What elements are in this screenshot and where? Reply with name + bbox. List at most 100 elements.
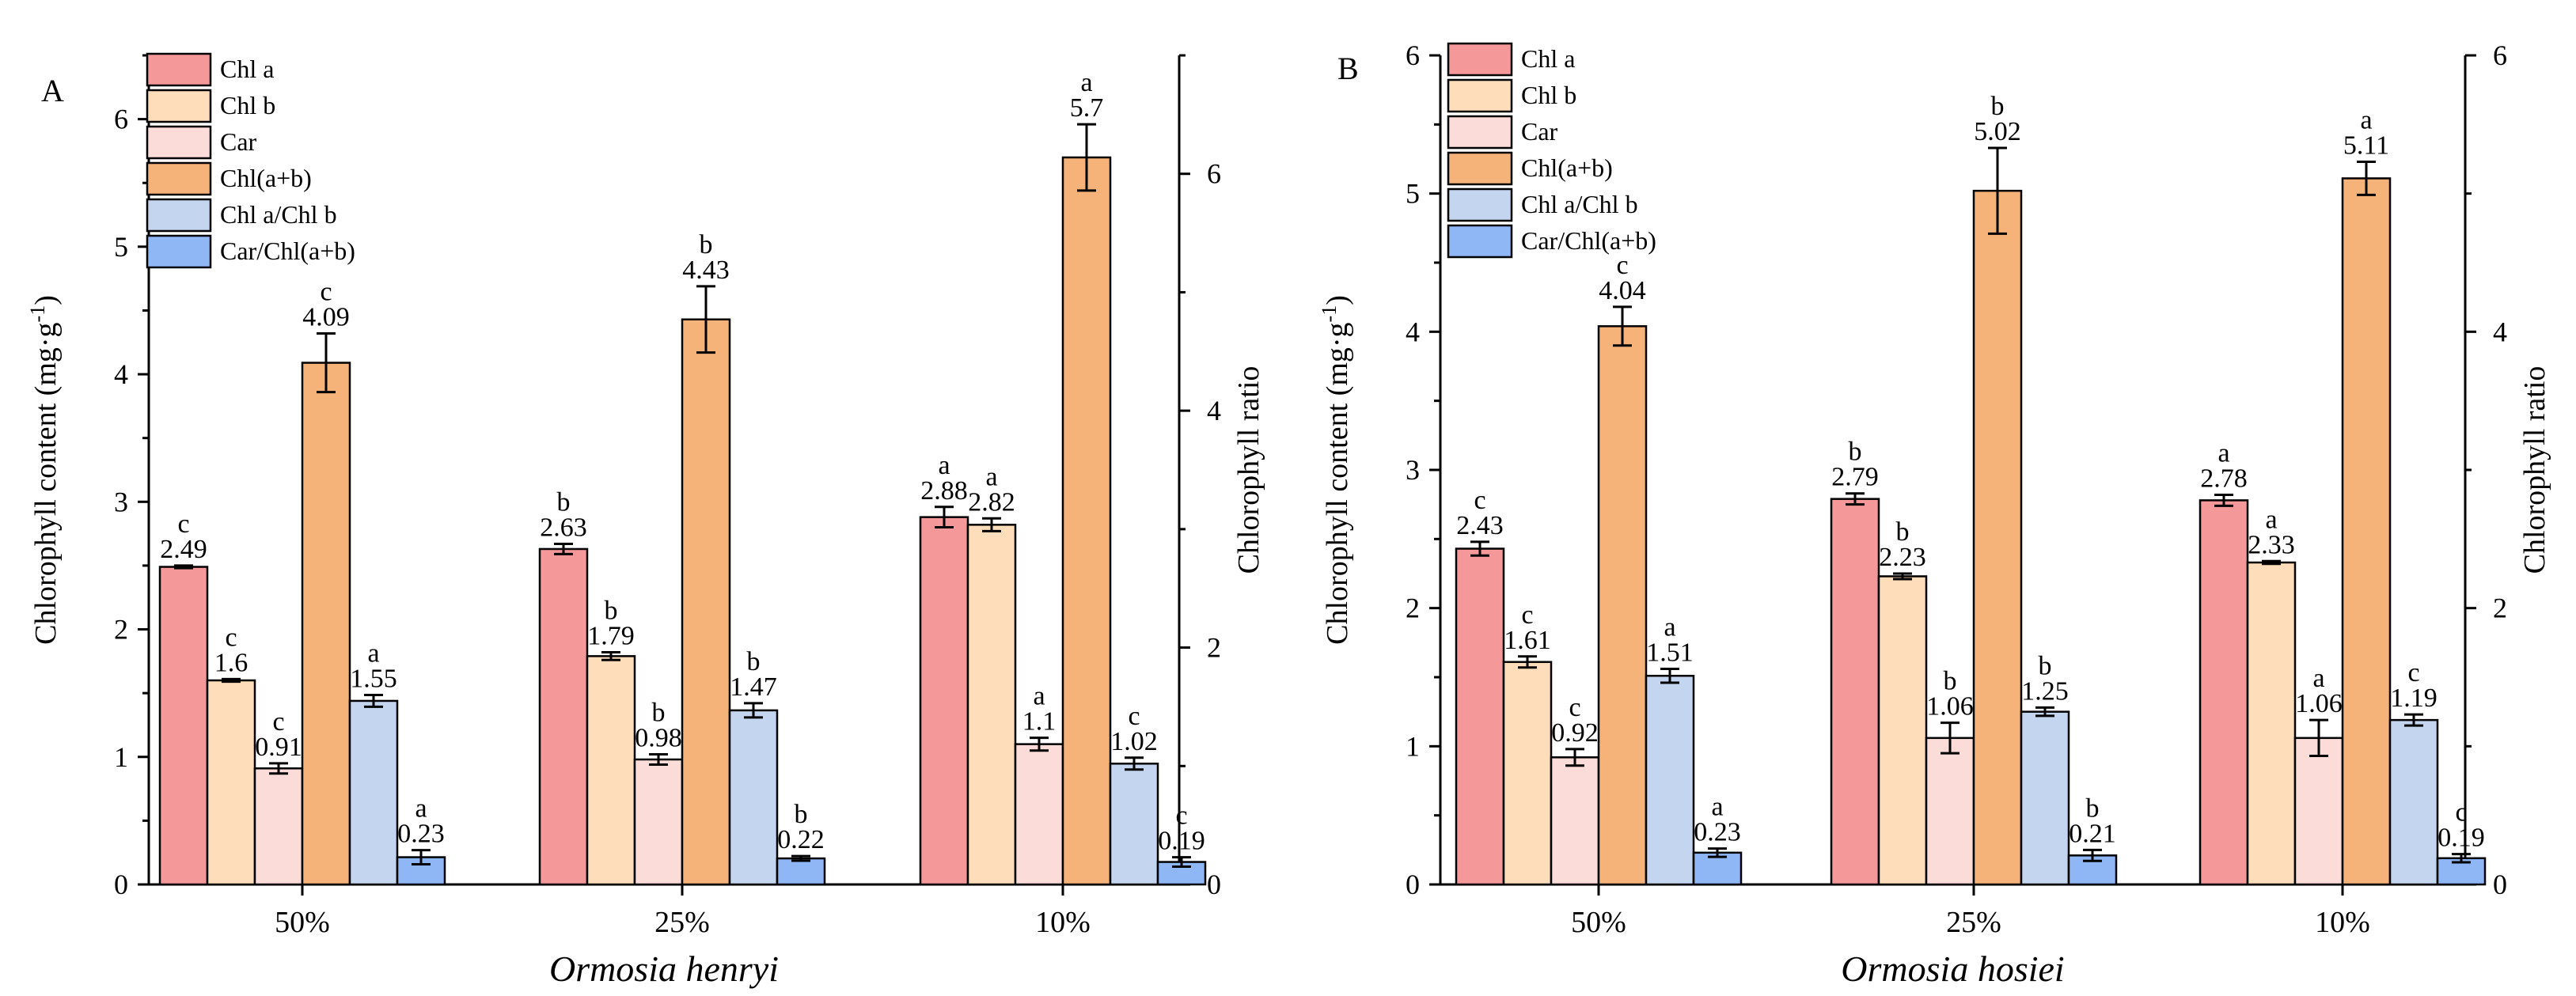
bar-Car	[1550, 756, 1600, 886]
left-tick-label: 0	[1406, 869, 1420, 900]
significance-letter: c	[2455, 798, 2467, 827]
left-axis-title-end: )	[29, 295, 63, 305]
significance-letter: a	[2312, 664, 2324, 693]
data-label: 1.1	[1022, 707, 1057, 737]
data-label: 2.33	[2248, 530, 2295, 559]
significance-letter: b	[747, 647, 761, 676]
bar-Car/Chl(a+b)	[776, 857, 826, 886]
data-label: 2.23	[1879, 543, 1926, 572]
significance-letter: a	[1664, 613, 1675, 642]
x-axis-title: Ormosia henryi	[549, 949, 779, 989]
legend-swatch-Chl(a+b)	[146, 161, 212, 196]
bar-Chl b	[966, 524, 1017, 886]
data-label: 0.19	[1158, 827, 1205, 856]
bar-Chl(a+b)	[301, 362, 351, 886]
bar-Chl b	[1502, 661, 1553, 886]
data-label: 0.23	[1694, 818, 1741, 847]
bar-Chl a/Chl b	[1645, 675, 1695, 886]
legend-swatch-Chl a/Chl b	[146, 198, 212, 233]
data-label: 0.91	[255, 733, 302, 762]
bar-Chl(a+b)	[1597, 325, 1648, 886]
panel-label: A	[41, 73, 64, 108]
legend-swatch-Car/Chl(a+b)	[1447, 224, 1513, 259]
significance-letter: b	[1944, 667, 1957, 696]
legend-swatch-Chl b	[146, 89, 212, 123]
legend-swatch-Car	[1447, 115, 1513, 150]
legend-swatch-Car/Chl(a+b)	[146, 234, 212, 269]
significance-letter: c	[1175, 801, 1187, 831]
bar-Chl a	[158, 566, 209, 886]
bar-Chl(a+b)	[1972, 189, 2023, 886]
legend-swatch-Chl a/Chl b	[1447, 187, 1513, 222]
bar-Chl a	[538, 547, 589, 886]
left-tick-label: 1	[114, 741, 128, 773]
legend-label: Chl a	[1521, 44, 1575, 73]
data-label: 4.04	[1599, 276, 1646, 305]
left-tick-label: 4	[114, 358, 128, 390]
legend-label: Chl(a+b)	[220, 164, 312, 192]
right-tick-label: 6	[2493, 40, 2507, 71]
significance-letter: c	[1474, 486, 1485, 515]
legend-label: Car/Chl(a+b)	[220, 237, 355, 265]
bar-Chl(a+b)	[681, 318, 731, 886]
right-axis-title: Chlorophyll ratio	[2518, 366, 2551, 574]
significance-letter: c	[1128, 702, 1140, 731]
data-label: 2.79	[1831, 463, 1879, 492]
significance-letter: a	[415, 794, 427, 824]
legend-swatch-Chl(a+b)	[1447, 151, 1513, 186]
right-axis-title: Chlorophyll ratio	[1232, 366, 1265, 574]
x-category-label: 10%	[2315, 906, 2370, 939]
left-tick-label: 5	[1406, 178, 1420, 210]
data-label: 2.43	[1456, 511, 1504, 540]
significance-letter: a	[2217, 438, 2229, 468]
data-label: 1.55	[350, 664, 397, 693]
data-label: 4.09	[302, 302, 350, 331]
data-label: 0.19	[2438, 824, 2485, 853]
bar-Chl b	[206, 679, 256, 886]
x-category-label: 10%	[1035, 906, 1091, 939]
data-label: 1.06	[2295, 689, 2343, 718]
left-tick-label: 2	[1406, 593, 1420, 624]
legend-swatch-Chl a	[146, 52, 212, 87]
significance-letter: b	[2086, 793, 2100, 823]
right-tick-label: 2	[1207, 632, 1221, 664]
bar-Chl(a+b)	[2341, 177, 2392, 886]
legend-label: Chl a/Chl b	[220, 200, 337, 229]
panel-label: B	[1337, 51, 1359, 86]
significance-letter: b	[2039, 651, 2052, 680]
significance-letter: b	[652, 699, 666, 728]
significance-letter: c	[1569, 693, 1580, 722]
data-label: 2.63	[540, 513, 587, 543]
left-tick-label: 0	[114, 869, 128, 900]
data-label: 0.92	[1551, 718, 1599, 748]
right-tick-label: 6	[1207, 158, 1221, 190]
data-label: 1.51	[1646, 638, 1694, 668]
left-tick-label: 6	[1406, 40, 1420, 71]
right-tick-label: 0	[1207, 869, 1221, 900]
data-label: 2.78	[2200, 464, 2248, 493]
legend-label: Car	[1521, 117, 1558, 146]
data-label: 4.43	[682, 256, 730, 285]
left-tick-label: 1	[1406, 730, 1420, 762]
data-label: 0.21	[2069, 819, 2116, 848]
significance-letter: a	[2360, 105, 2372, 134]
left-axis-title: Chlorophyll content (mg·g-1)	[1318, 295, 1354, 645]
significance-letter: b	[1849, 437, 1862, 467]
data-label: 1.06	[1926, 692, 1974, 721]
left-axis-title-text: Chlorophyll content (mg·g	[1321, 322, 1354, 644]
legend-label: Car	[220, 127, 257, 156]
bar-Chl a	[1455, 547, 1505, 886]
significance-letter: c	[1521, 600, 1533, 630]
significance-letter: c	[2407, 658, 2419, 687]
legend-swatch-Chl a	[1447, 42, 1513, 77]
bar-Chl a/Chl b	[348, 699, 399, 886]
bar-Chl b	[1877, 575, 1928, 886]
legend-label: Chl b	[1521, 81, 1576, 109]
data-label: 1.25	[2021, 676, 2069, 706]
x-category-label: 25%	[1946, 906, 2001, 939]
x-category-label: 25%	[654, 906, 710, 939]
data-label: 0.22	[777, 825, 825, 854]
data-label: 1.02	[1110, 727, 1158, 756]
significance-letter: a	[2265, 505, 2277, 534]
